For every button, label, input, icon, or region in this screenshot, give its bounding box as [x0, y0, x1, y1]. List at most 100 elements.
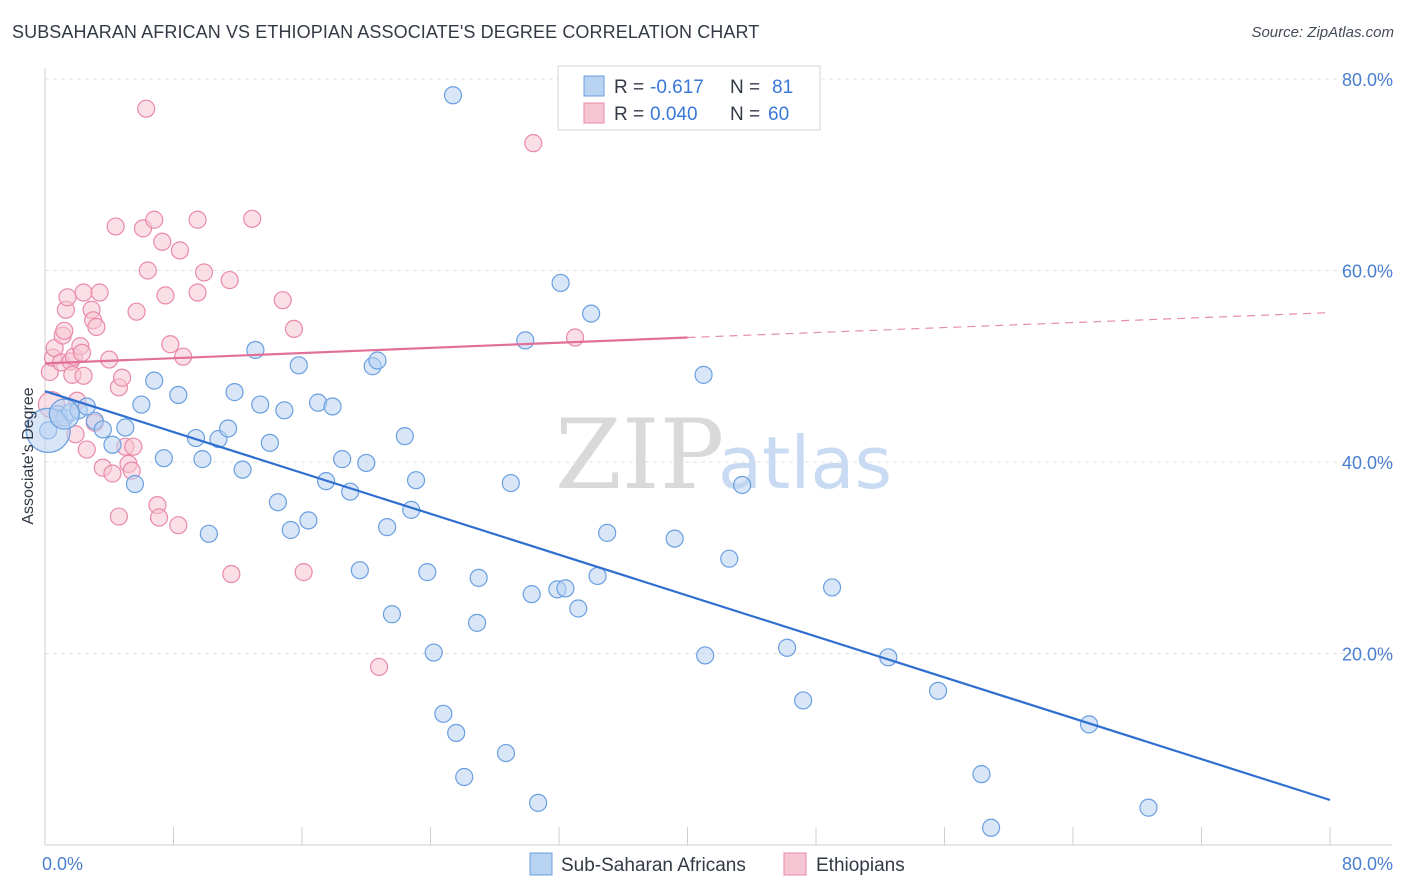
subsaharan-point-61 — [582, 304, 601, 323]
ethiopian-point-45 — [169, 516, 188, 535]
subsaharan-point-43 — [406, 471, 426, 490]
subsaharan-point-26 — [275, 401, 294, 420]
grid-lines — [45, 78, 1392, 654]
ethiopian-point-54 — [273, 291, 292, 310]
ethiopian-point-48 — [188, 210, 207, 229]
ethiopian-point-49 — [188, 283, 207, 302]
subsaharan-point-19 — [219, 419, 238, 438]
page-title: SUBSAHARAN AFRICAN VS ETHIOPIAN ASSOCIAT… — [12, 22, 760, 42]
subsaharan-point-16 — [193, 450, 212, 469]
legend-swatch-blue — [583, 75, 605, 97]
subsaharan-point-70 — [794, 691, 813, 710]
subsaharan-point-32 — [323, 397, 342, 416]
subsaharan-point-20 — [225, 383, 244, 402]
ethiopian-point-23 — [90, 283, 109, 302]
subsaharan-trend-line — [44, 390, 1331, 802]
subsaharan-point-13 — [154, 449, 173, 468]
subsaharan-point-53 — [501, 473, 520, 493]
legend-n-value-1: 81 — [772, 77, 793, 98]
ethiopian-point-55 — [284, 319, 304, 339]
y-tick-label-1: 40.0% — [1342, 453, 1393, 473]
subsaharan-point-75 — [981, 818, 1001, 837]
subsaharan-point-66 — [696, 646, 715, 665]
ethiopian-point-52 — [222, 564, 241, 584]
ethiopian-point-59 — [565, 328, 585, 347]
x-tick-label-1: 80.0% — [1342, 854, 1393, 874]
legend-r-value-1: -0.617 — [650, 77, 704, 98]
subsaharan-point-17 — [199, 524, 218, 543]
legend-swatch-pink — [583, 102, 605, 124]
ethiopian-point-17 — [74, 283, 93, 302]
bottom-legend-swatch-pink — [783, 852, 807, 876]
subsaharan-point-52 — [496, 743, 516, 763]
subsaharan-point-74 — [972, 765, 991, 784]
subsaharan-point-33 — [333, 450, 352, 469]
ethiopian-point-41 — [149, 508, 169, 527]
subsaharan-point-45 — [424, 643, 443, 662]
tick-labels: 20.0% 40.0% 60.0% 80.0% 0.0% 80.0% — [42, 70, 1393, 874]
subsaharan-point-40 — [382, 605, 402, 624]
ethiopian-point-16 — [74, 366, 93, 385]
subsaharan-points — [25, 86, 1158, 837]
correlation-legend: R = -0.617 N = 81 R = 0.040 N = 60 — [557, 65, 821, 131]
subsaharan-point-28 — [289, 356, 308, 375]
ethiopian-point-22 — [87, 317, 106, 337]
subsaharan-point-41 — [395, 427, 414, 446]
ethiopian-point-43 — [156, 286, 175, 305]
subsaharan-point-56 — [529, 793, 548, 812]
y-tick-label-0: 20.0% — [1342, 645, 1393, 665]
subsaharan-point-71 — [822, 578, 842, 597]
source-label: Source: ZipAtlas.com — [1251, 24, 1394, 41]
subsaharan-point-38 — [368, 351, 387, 370]
bottom-legend-label-2: Ethiopians — [816, 855, 905, 876]
subsaharan-point-25 — [268, 493, 288, 512]
ethiopians-points — [37, 99, 585, 677]
subsaharan-point-44 — [418, 563, 437, 582]
subsaharan-point-39 — [378, 518, 397, 537]
ethiopian-point-27 — [106, 217, 125, 236]
ethiopian-trend-extension — [687, 312, 1331, 339]
legend-r-value-2: 0.040 — [650, 104, 698, 125]
ethiopian-point-29 — [109, 507, 128, 526]
subsaharan-point-9 — [116, 418, 135, 437]
subsaharan-point-7 — [93, 420, 112, 439]
subsaharan-point-77 — [1139, 798, 1158, 817]
subsaharan-point-21 — [233, 460, 252, 479]
legend-n-label-1: N = — [730, 77, 760, 98]
subsaharan-point-11 — [132, 395, 151, 414]
subsaharan-point-23 — [251, 395, 270, 414]
subsaharan-point-10 — [125, 474, 145, 494]
watermark: ZIP atlas — [555, 399, 892, 511]
ethiopian-point-42 — [153, 232, 172, 251]
subsaharan-point-58 — [551, 273, 570, 293]
ethiopian-point-51 — [220, 270, 239, 290]
subsaharan-point-59 — [556, 579, 575, 598]
ethiopian-point-53 — [243, 209, 262, 228]
legend-n-label-2: N = — [730, 104, 760, 125]
watermark-zip: ZIP — [555, 399, 724, 511]
y-tick-label-3: 80.0% — [1342, 70, 1393, 90]
ethiopian-point-30 — [112, 368, 132, 387]
ethiopian-point-6 — [55, 321, 74, 340]
ethiopian-point-57 — [370, 657, 389, 677]
bottom-legend-swatch-blue — [529, 852, 553, 876]
ethiopian-point-50 — [194, 263, 214, 282]
subsaharan-point-46 — [434, 704, 453, 723]
subsaharan-point-51 — [469, 568, 488, 587]
subsaharan-cluster-point-1 — [48, 398, 80, 430]
subsaharan-point-69 — [777, 638, 797, 657]
trend-lines — [44, 312, 1331, 802]
subsaharan-point-35 — [350, 561, 369, 580]
ethiopian-point-15 — [72, 343, 92, 362]
subsaharan-point-73 — [928, 681, 948, 700]
subsaharan-point-67 — [720, 549, 739, 568]
subsaharan-point-49 — [455, 767, 474, 787]
ethiopian-point-44 — [161, 335, 180, 354]
subsaharan-point-63 — [598, 523, 617, 542]
axes — [44, 68, 1392, 846]
subsaharan-point-24 — [260, 433, 279, 452]
subsaharan-point-68 — [733, 475, 752, 495]
ethiopian-trend-line — [44, 336, 688, 365]
ethiopian-point-38 — [138, 261, 157, 280]
